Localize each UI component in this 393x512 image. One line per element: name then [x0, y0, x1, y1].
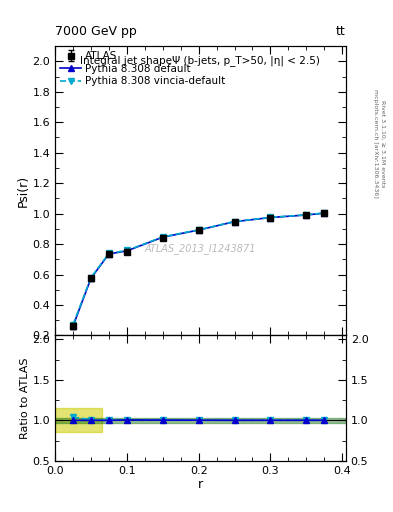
- Text: Rivet 3.1.10, ≥ 3.1M events: Rivet 3.1.10, ≥ 3.1M events: [381, 100, 386, 187]
- Pythia 8.308 vincia-default: [125, 247, 129, 253]
- Y-axis label: Psi(r): Psi(r): [17, 175, 29, 207]
- Pythia 8.308 vincia-default: [160, 234, 165, 240]
- Pythia 8.308 vincia-default: [71, 322, 75, 328]
- Pythia 8.308 default: [196, 227, 201, 233]
- Text: 7000 GeV pp: 7000 GeV pp: [55, 26, 137, 38]
- Text: Integral jet shapeΨ (b-jets, p_T>50, |η| < 2.5): Integral jet shapeΨ (b-jets, p_T>50, |η|…: [81, 55, 320, 66]
- Legend: ATLAS, Pythia 8.308 default, Pythia 8.308 vincia-default: ATLAS, Pythia 8.308 default, Pythia 8.30…: [58, 49, 228, 89]
- Pythia 8.308 default: [88, 275, 93, 282]
- Pythia 8.308 vincia-default: [268, 215, 273, 221]
- Pythia 8.308 default: [71, 323, 75, 329]
- Pythia 8.308 default: [125, 248, 129, 254]
- X-axis label: r: r: [198, 478, 203, 492]
- Text: ATLAS_2013_I1243871: ATLAS_2013_I1243871: [145, 243, 256, 254]
- Pythia 8.308 default: [268, 215, 273, 221]
- Line: Pythia 8.308 default: Pythia 8.308 default: [70, 210, 327, 329]
- Pythia 8.308 vincia-default: [304, 212, 309, 218]
- Bar: [55, 408, 102, 433]
- Pythia 8.308 default: [160, 234, 165, 240]
- Pythia 8.308 vincia-default: [232, 219, 237, 225]
- Pythia 8.308 default: [322, 210, 327, 216]
- Pythia 8.308 default: [232, 219, 237, 225]
- Text: tt: tt: [336, 26, 346, 38]
- Pythia 8.308 default: [304, 212, 309, 218]
- Bar: [55, 418, 346, 423]
- Pythia 8.308 vincia-default: [88, 274, 93, 281]
- Pythia 8.308 default: [107, 251, 111, 257]
- Y-axis label: Ratio to ATLAS: Ratio to ATLAS: [20, 357, 29, 439]
- Text: mcplots.cern.ch [arXiv:1306.3436]: mcplots.cern.ch [arXiv:1306.3436]: [373, 89, 378, 198]
- Pythia 8.308 vincia-default: [107, 250, 111, 257]
- Pythia 8.308 vincia-default: [322, 210, 327, 216]
- Pythia 8.308 vincia-default: [196, 227, 201, 233]
- Line: Pythia 8.308 vincia-default: Pythia 8.308 vincia-default: [70, 210, 327, 328]
